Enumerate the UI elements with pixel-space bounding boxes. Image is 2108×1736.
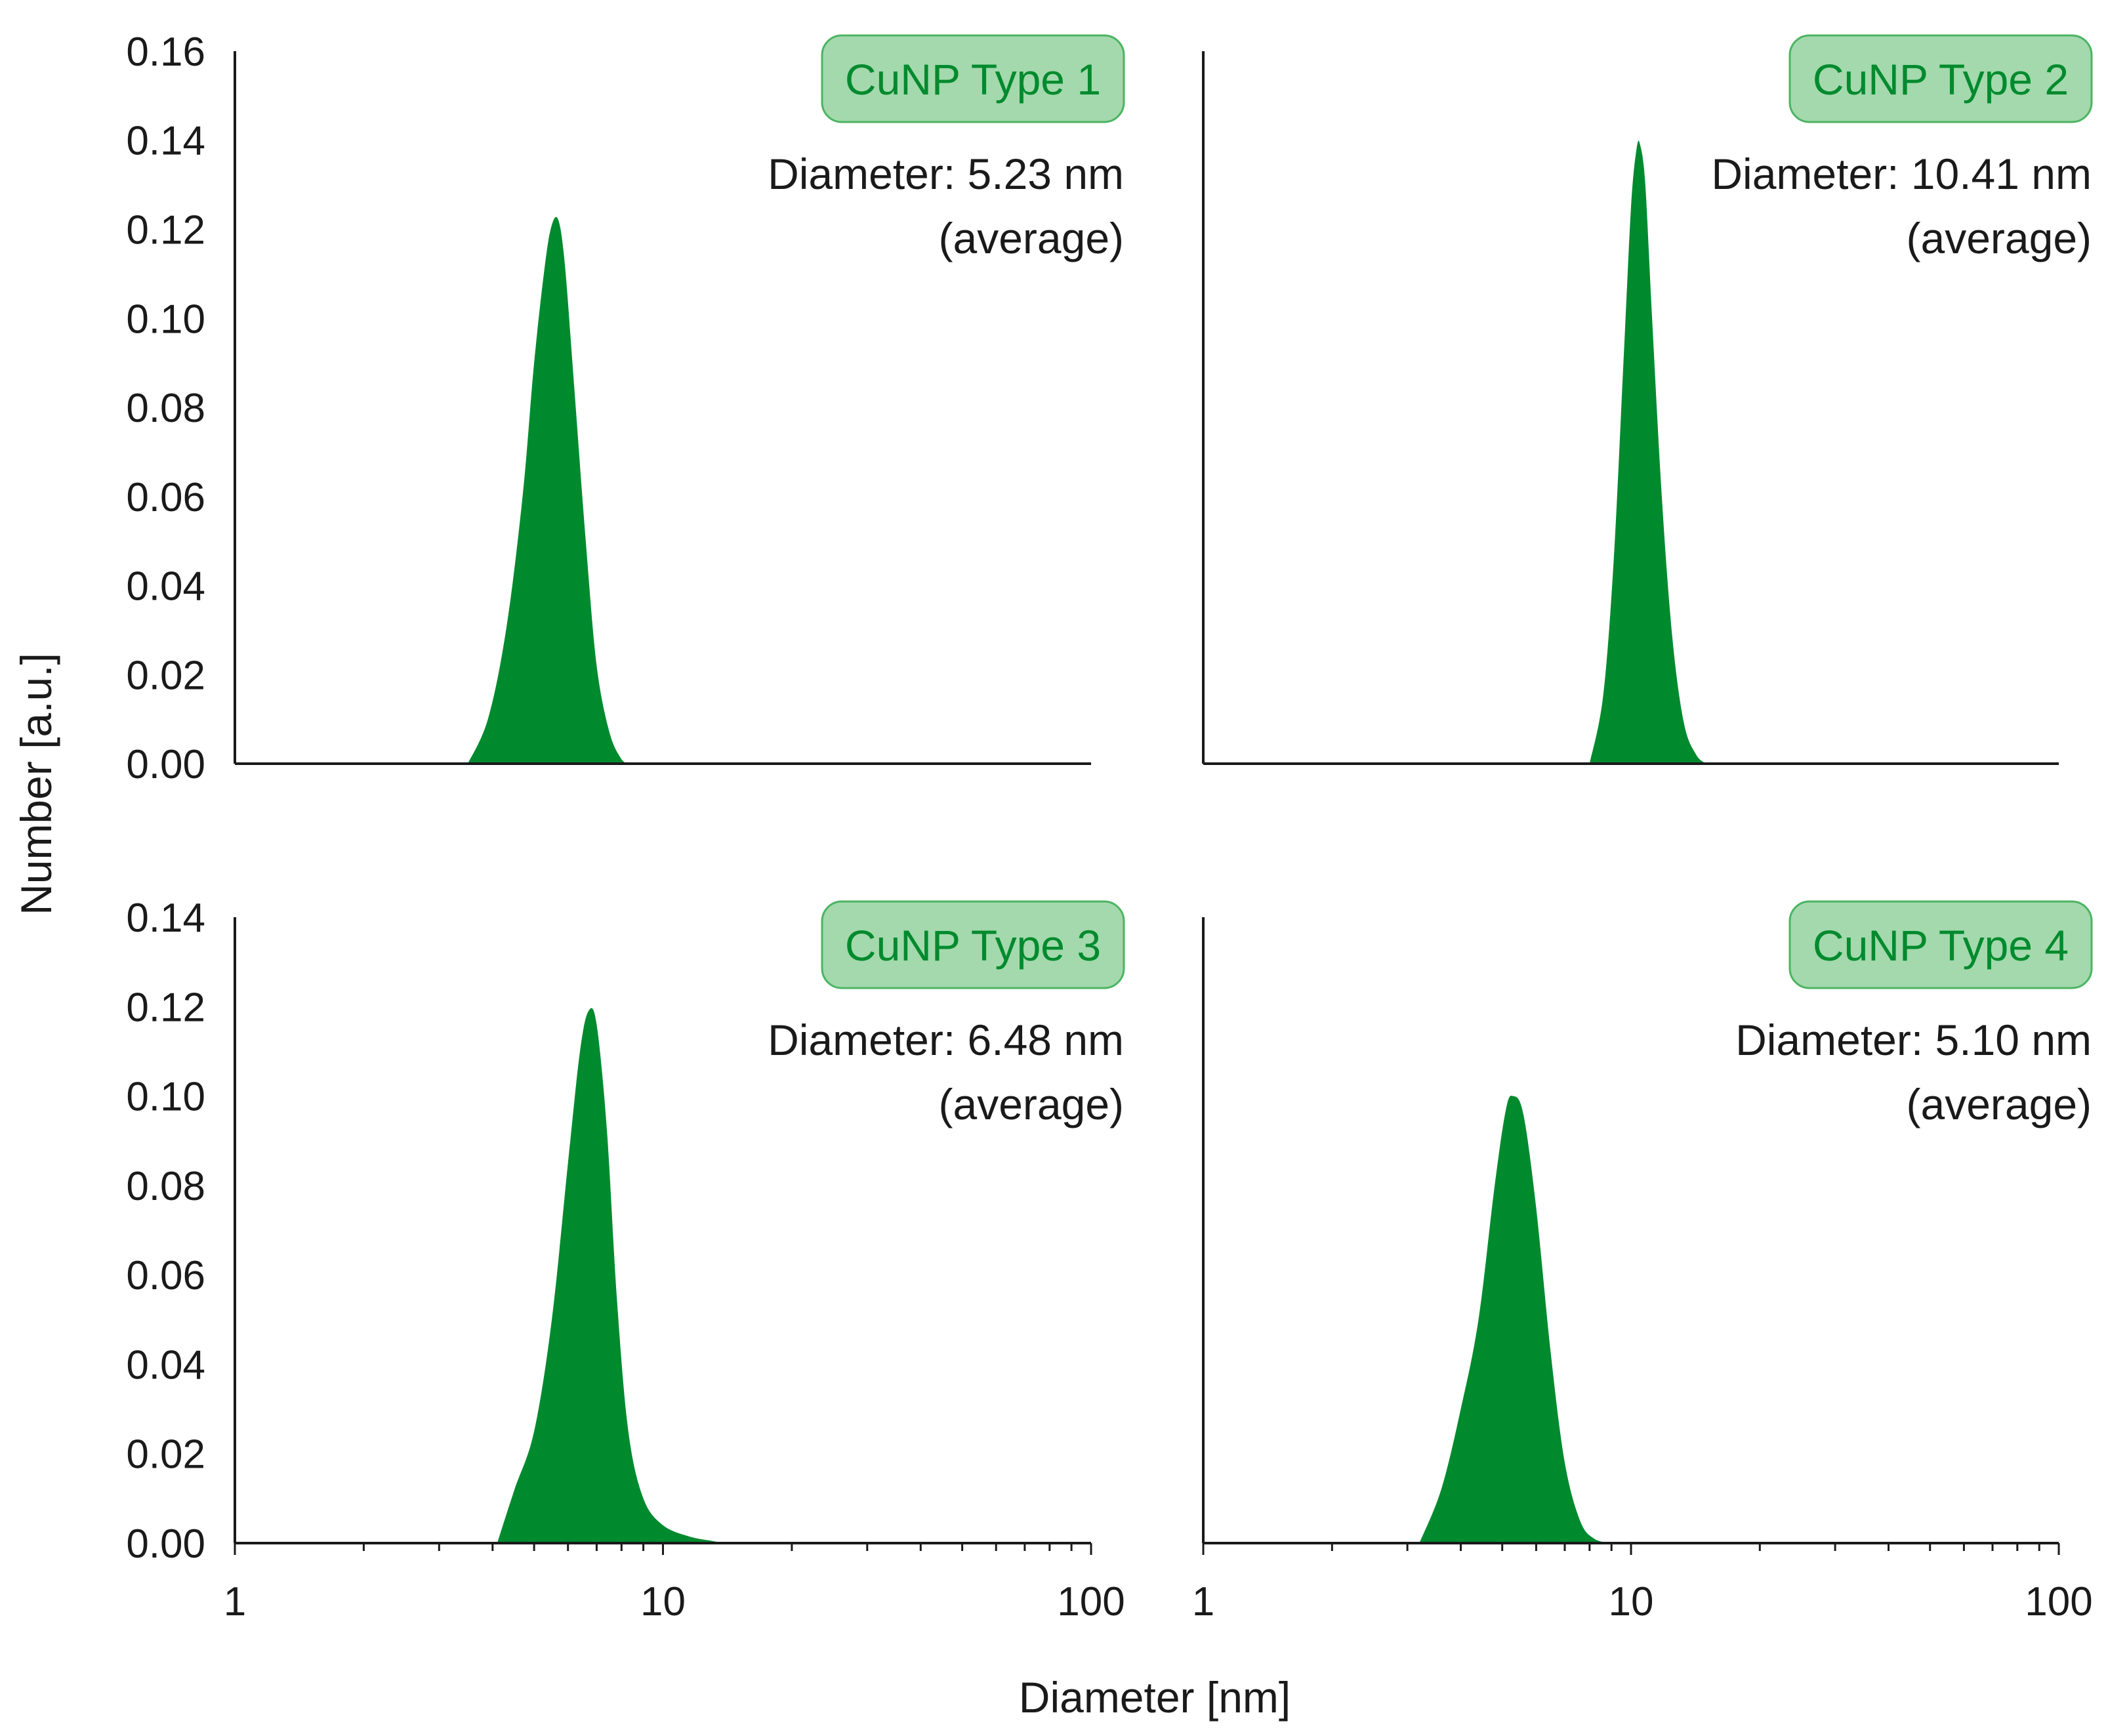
y-tick-label: 0.14	[126, 896, 205, 941]
y-tick-label: 0.12	[126, 985, 205, 1030]
x-axis-label: Diameter [nm]	[1019, 1673, 1291, 1722]
title-badge	[821, 34, 1125, 123]
chart-annotation: (average)	[939, 1080, 1124, 1128]
distribution-area	[468, 217, 629, 764]
y-tick-label: 0.10	[126, 297, 205, 342]
x-tick-label: 100	[1057, 1579, 1125, 1624]
y-tick-label: 0.08	[126, 386, 205, 431]
y-tick-label: 0.14	[126, 119, 205, 164]
chart-annotation: Diameter: 10.41 nm	[1711, 150, 2092, 198]
distribution-area	[1589, 140, 1706, 764]
title-badge	[1788, 34, 2093, 123]
chart-title: CuNP Type 4	[1813, 921, 2069, 970]
chart-annotation: Diameter: 5.10 nm	[1735, 1016, 2092, 1064]
y-tick-label: 0.04	[126, 1342, 205, 1388]
distribution-area	[1419, 1096, 1612, 1543]
x-tick-label: 10	[1609, 1579, 1654, 1624]
x-tick-label: 1	[224, 1579, 246, 1624]
chart-panel-3: 0.00 0.02 0.04 0.06 0.08 0.10 0.12 0.14 1 10 100 Cu…	[126, 896, 1125, 1624]
y-tick-label: 0.00	[126, 742, 205, 787]
x-tick-label: 100	[2025, 1579, 2092, 1624]
chart-annotation: Diameter: 5.23 nm	[768, 150, 1124, 198]
chart-annotation: (average)	[939, 214, 1124, 262]
y-tick-label: 0.10	[126, 1075, 205, 1120]
chart-panel-2: CuNP Type 2 Diameter: 10.41 nm (average)	[1202, 34, 2093, 765]
title-badge	[1788, 900, 2093, 989]
y-tick-label: 0.06	[126, 1253, 205, 1298]
chart-annotation: (average)	[1907, 1080, 2092, 1128]
chart-annotation: Diameter: 6.48 nm	[768, 1016, 1124, 1064]
panels: 0.00 0.02 0.04 0.06 0.08 0.10 0.12 0.14 0.16 CuNP…	[126, 30, 2092, 1624]
y-tick-label: 0.04	[126, 564, 205, 610]
y-tick-label: 0.00	[126, 1521, 205, 1567]
y-tick-label: 0.02	[126, 1432, 205, 1478]
y-tick-label: 0.08	[126, 1164, 205, 1209]
chart-panel-4: 1 10 100 CuNP Type 4 Diameter: 5.10 nm (avera…	[1192, 900, 2093, 1624]
y-tick-label: 0.06	[126, 475, 205, 520]
y-axis-label: Number [a.u.]	[12, 653, 60, 915]
y-tick-label: 0.02	[126, 653, 205, 698]
distribution-area	[497, 1008, 726, 1543]
y-tick-label: 0.16	[126, 30, 205, 75]
y-tick-label: 0.12	[126, 208, 205, 253]
chart-annotation: (average)	[1907, 214, 2092, 262]
chart-title: CuNP Type 1	[845, 55, 1101, 104]
chart-panel-1: 0.00 0.02 0.04 0.06 0.08 0.10 0.12 0.14 0.16 CuNP…	[126, 30, 1125, 787]
chart-title: CuNP Type 2	[1813, 55, 2069, 104]
x-tick-label: 10	[640, 1579, 686, 1624]
title-badge	[821, 900, 1125, 989]
x-tick-label: 1	[1192, 1579, 1214, 1624]
chart-title: CuNP Type 3	[845, 921, 1101, 970]
